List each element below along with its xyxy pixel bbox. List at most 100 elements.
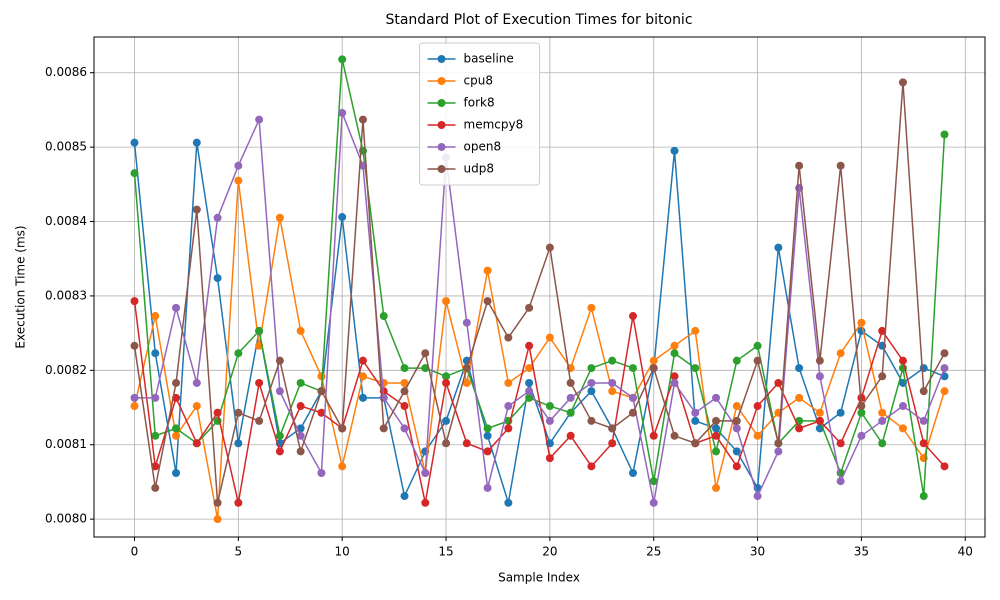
y-tick-label: 0.0086 <box>45 65 87 79</box>
legend-marker <box>437 143 446 151</box>
data-point <box>358 115 367 124</box>
legend-label: udp8 <box>464 162 494 176</box>
x-axis-label: Sample Index <box>498 571 580 585</box>
data-point <box>857 408 866 417</box>
data-point <box>296 447 305 456</box>
data-point <box>483 483 492 492</box>
data-point <box>442 297 451 306</box>
data-point <box>587 387 596 396</box>
data-point <box>691 326 700 335</box>
data-point <box>545 243 554 252</box>
data-point <box>774 378 783 387</box>
data-point <box>608 356 617 365</box>
legend-marker <box>437 55 446 63</box>
data-point <box>151 462 160 471</box>
series-line <box>134 112 946 503</box>
data-point <box>151 431 160 440</box>
data-point <box>753 356 762 365</box>
series-line <box>133 180 946 520</box>
y-tick-label: 0.0081 <box>45 437 87 451</box>
data-point <box>774 243 783 252</box>
data-point <box>483 431 492 440</box>
data-point <box>400 424 409 433</box>
y-tick-label: 0.0083 <box>45 288 87 302</box>
data-point <box>753 341 762 350</box>
legend-label: open8 <box>464 140 502 154</box>
data-point <box>275 387 284 396</box>
data-point <box>192 402 201 411</box>
y-tick-label: 0.0085 <box>45 140 87 154</box>
data-point <box>587 303 596 312</box>
data-point <box>400 387 409 396</box>
data-point <box>566 393 575 402</box>
data-point <box>836 439 845 448</box>
data-point <box>525 393 534 402</box>
data-point <box>379 312 388 321</box>
data-point <box>712 424 721 433</box>
x-tick-label: 10 <box>335 545 350 559</box>
data-point <box>898 356 907 365</box>
data-point <box>628 393 637 402</box>
data-point <box>691 416 700 425</box>
data-point <box>545 454 554 463</box>
data-point <box>483 297 492 306</box>
data-point <box>878 326 887 335</box>
data-point <box>878 408 887 417</box>
data-point <box>587 462 596 471</box>
data-point <box>898 424 907 433</box>
data-point <box>213 515 222 524</box>
data-point <box>234 439 243 448</box>
data-point <box>130 402 139 411</box>
data-point <box>815 416 824 425</box>
data-point <box>358 356 367 365</box>
data-point <box>442 439 451 448</box>
data-point <box>400 364 409 373</box>
data-point <box>795 424 804 433</box>
data-point <box>296 378 305 387</box>
data-point <box>712 431 721 440</box>
data-point <box>151 393 160 402</box>
data-point <box>358 372 367 381</box>
data-point <box>857 402 866 411</box>
data-point <box>691 364 700 373</box>
data-point <box>878 416 887 425</box>
data-point <box>358 161 367 170</box>
data-point <box>275 447 284 456</box>
data-point <box>691 439 700 448</box>
data-point <box>172 424 181 433</box>
data-point <box>213 408 222 417</box>
data-point <box>649 477 658 486</box>
data-point <box>919 416 928 425</box>
data-point <box>525 341 534 350</box>
data-point <box>317 408 326 417</box>
legend-marker <box>437 99 446 107</box>
data-point <box>234 498 243 507</box>
chart-title: Standard Plot of Execution Times for bit… <box>385 12 692 28</box>
data-point <box>732 447 741 456</box>
data-point <box>712 416 721 425</box>
legend-box <box>419 42 540 186</box>
data-point <box>857 431 866 440</box>
data-point <box>753 402 762 411</box>
data-point <box>255 378 264 387</box>
data-point <box>670 431 679 440</box>
data-point <box>898 402 907 411</box>
data-point <box>192 439 201 448</box>
data-point <box>296 326 305 335</box>
data-point <box>545 416 554 425</box>
data-point <box>940 387 949 396</box>
legend-label: baseline <box>464 52 514 66</box>
data-point <box>338 462 347 471</box>
data-point <box>338 108 347 117</box>
data-point <box>649 356 658 365</box>
data-point <box>234 408 243 417</box>
data-point <box>670 372 679 381</box>
data-point <box>317 469 326 478</box>
data-point <box>255 416 264 425</box>
data-point <box>919 364 928 373</box>
x-tick-label: 40 <box>958 545 973 559</box>
data-point <box>358 393 367 402</box>
data-point <box>421 498 430 507</box>
x-tick-label: 30 <box>750 545 765 559</box>
data-point <box>442 372 451 381</box>
